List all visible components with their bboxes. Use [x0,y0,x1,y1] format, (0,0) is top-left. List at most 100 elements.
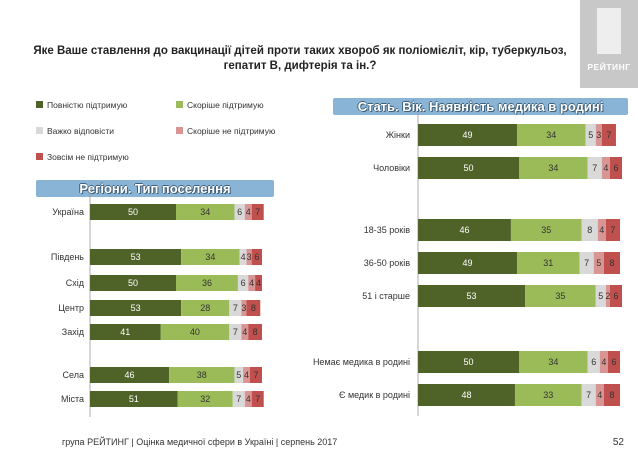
bar-segment [593,252,604,274]
bar-segment [90,367,170,383]
bar-segment [595,124,602,146]
bar-segment [232,391,245,407]
data-label: 6 [613,163,618,173]
data-label: 6 [611,357,616,367]
data-label: 4 [603,163,608,173]
data-label: 34 [548,357,558,367]
bar-segment [181,249,240,265]
bar-segment [176,275,238,291]
legend-item-full-support: Повністю підтримую [36,100,127,110]
bar-segment [581,219,598,241]
legend-swatch [176,127,183,134]
bar-segment [601,157,610,179]
category-label: Захід [62,327,85,337]
legend-item-rather-support: Скоріше підтримую [176,100,264,110]
bar-segment [579,252,594,274]
bar-segment [587,351,600,373]
data-label: 8 [609,390,614,400]
data-label: 5 [588,130,593,140]
data-label: 3 [247,252,252,262]
legend-label: Важко відповісти [47,126,114,136]
legend-swatch [176,101,183,108]
bar-segment [241,324,249,340]
data-label: 38 [197,370,207,380]
data-label: 7 [253,370,258,380]
data-label: 33 [543,390,553,400]
bar-segment [418,157,519,179]
data-label: 3 [596,130,601,140]
data-label: 46 [125,370,135,380]
data-label: 51 [129,394,139,404]
data-label: 7 [610,225,615,235]
bar-segment [90,391,178,407]
bar-segment [418,252,517,274]
bar-segment [597,219,606,241]
bar-segment [239,249,247,265]
logo-text: РЕЙТИНГ [587,62,631,72]
data-label: 41 [120,327,130,337]
bar-segment [516,252,580,274]
legend-label: Зовсім не підтримую [47,152,129,162]
data-label: 49 [462,258,472,268]
bar-segment [246,300,261,316]
data-label: 53 [467,291,477,301]
bar-segment [607,351,620,373]
bar-segment [181,300,230,316]
bar-segment [519,351,588,373]
bar-segment [519,157,588,179]
bar-segment [599,351,608,373]
bar-segment [609,157,623,179]
data-label: 5 [596,258,601,268]
data-label: 34 [546,130,556,140]
bar-segment [587,157,602,179]
data-label: 40 [190,327,200,337]
data-label: 6 [613,291,618,301]
bar-segment [248,275,256,291]
data-label: 4 [246,394,251,404]
data-label: 50 [128,278,138,288]
bar-segment [595,285,606,307]
bar-segment [177,391,233,407]
data-label: 35 [555,291,565,301]
bar-segment [90,249,182,265]
category-label: 36-50 років [364,258,410,268]
category-label: 18-35 років [364,225,410,235]
category-label: Чоловіки [373,163,410,173]
bar-segment [90,324,161,340]
data-label: 7 [255,394,260,404]
regions-banner: Регіони. Тип поселення [36,180,274,197]
data-label: 8 [251,303,256,313]
bar-segment [418,351,519,373]
data-label: 5 [236,370,241,380]
data-label: 7 [584,258,589,268]
bar-segment [595,384,604,406]
data-label: 50 [463,163,473,173]
data-label: 4 [597,390,602,400]
bar-segment [176,204,235,220]
data-label: 4 [599,225,604,235]
category-label: Жінки [386,130,410,140]
data-label: 6 [254,252,259,262]
data-label: 48 [461,390,471,400]
data-label: 4 [241,252,246,262]
category-label: Є медик в родині [339,390,410,400]
category-label: Центр [58,303,84,313]
bar-segment [585,124,596,146]
bar-segment [601,124,616,146]
category-label: 51 і старше [362,291,410,301]
bar-segment [418,124,517,146]
category-label: Схід [66,278,85,288]
legend-label: Скоріше підтримую [187,100,264,110]
bar-segment [251,249,262,265]
data-label: 34 [200,207,210,217]
legend-label: Повністю підтримую [47,100,128,110]
data-label: 5 [598,291,603,301]
data-label: 31 [543,258,553,268]
bar-segment [234,204,245,220]
category-label: Села [63,370,84,380]
data-label: 4 [256,278,261,288]
bar-segment [418,384,515,406]
bar-segment [605,219,620,241]
